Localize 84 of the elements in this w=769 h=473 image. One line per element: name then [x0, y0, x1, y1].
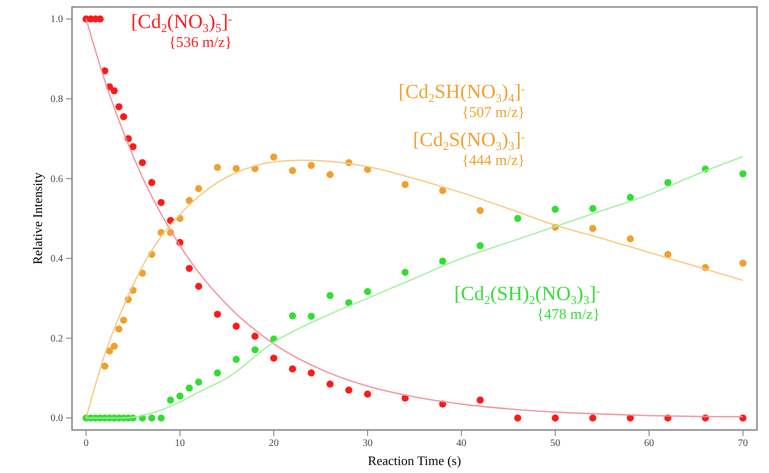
point: [106, 347, 114, 355]
text: [Cd$_{2}$SH(NO$_{3}$)$_{4}$]$^{-}$ {507 m/z} [Cd$_{2}$S(NO$_{3}$)$_{3}$]$^{-}$ {444 m/z}: [398, 81, 525, 169]
x-tick-label: 70: [738, 438, 748, 450]
y-tick-label: 0.0: [50, 413, 63, 424]
point: [186, 384, 193, 392]
point: [129, 143, 137, 150]
point: [120, 113, 128, 120]
point: [120, 316, 128, 324]
point: [110, 342, 118, 350]
point: [514, 414, 522, 422]
point: [158, 198, 165, 206]
x-tick-label: 30: [362, 438, 373, 450]
point: [232, 356, 240, 363]
point: [166, 396, 174, 404]
text: [Cd$_{2}$(SH)$_{2}$(NO$_{3}$)$_{3}$]$^{-}$ {478 m/z}: [454, 283, 600, 323]
point: [96, 15, 104, 23]
text: [Cd$_{2}$(NO$_{3}$)$_{5}$]$^{-}$ {536 m/z}: [131, 11, 232, 51]
x-axis-title: Reaction Time (s): [368, 453, 462, 468]
y-tick-label: 0.8: [50, 94, 63, 105]
x-tick-label: 50: [550, 438, 560, 450]
point: [270, 354, 278, 362]
point: [364, 288, 372, 296]
point: [589, 414, 596, 422]
point: [476, 206, 484, 214]
point: [739, 170, 746, 178]
point: [195, 282, 202, 290]
point: [552, 414, 559, 422]
y-tick-label: 0.4: [50, 254, 63, 265]
point: [364, 390, 372, 398]
point: [345, 386, 352, 394]
point: [214, 310, 222, 318]
point: [589, 224, 596, 232]
point: [232, 165, 240, 172]
y-tick-label: 0.6: [50, 174, 63, 185]
point: [326, 171, 334, 178]
point: [195, 378, 202, 386]
x-tick-label: 60: [644, 438, 654, 450]
y-axis-title: Relative Intensity: [30, 172, 45, 265]
point: [148, 179, 156, 186]
point: [402, 268, 409, 276]
point: [476, 242, 484, 250]
point: [326, 380, 334, 388]
point: [552, 206, 559, 213]
point: [288, 167, 296, 174]
point: [626, 194, 634, 201]
point: [476, 396, 484, 404]
point: [664, 179, 672, 186]
y-tick-label: 1.0: [50, 14, 63, 26]
point: [402, 181, 409, 188]
point: [176, 392, 184, 400]
x-tick-label: 20: [268, 438, 279, 450]
point: [439, 187, 446, 194]
point: [186, 196, 193, 204]
point: [148, 414, 156, 422]
y-tick-label: 0.2: [50, 333, 63, 344]
point: [626, 235, 634, 242]
point: [115, 325, 122, 333]
point: [214, 369, 222, 376]
point: [158, 414, 165, 422]
x-tick-label: 0: [84, 438, 89, 450]
x-tick-label: 10: [174, 438, 185, 450]
point: [251, 346, 259, 354]
point: [308, 312, 315, 320]
point: [664, 250, 672, 258]
point: [232, 322, 240, 330]
point: [138, 159, 146, 166]
point: [739, 260, 746, 267]
point: [115, 103, 122, 110]
point: [101, 362, 108, 370]
point: [514, 214, 522, 222]
point: [439, 258, 446, 265]
point: [186, 264, 193, 272]
point: [288, 312, 296, 320]
point: [308, 369, 315, 376]
point: [308, 162, 315, 169]
point: [326, 292, 334, 300]
x-tick-label: 40: [456, 438, 466, 450]
point: [110, 87, 118, 94]
point: [288, 365, 296, 373]
point: [270, 153, 278, 161]
point: [589, 204, 596, 212]
point: [214, 164, 222, 171]
point: [195, 185, 202, 192]
point: [251, 332, 259, 340]
